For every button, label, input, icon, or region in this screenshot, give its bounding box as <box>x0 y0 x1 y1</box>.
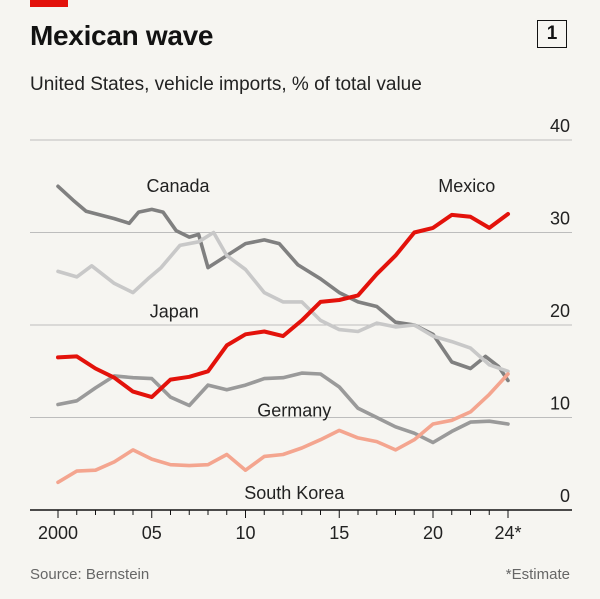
brand-accent-tab <box>30 0 68 7</box>
y-tick-label-20: 20 <box>550 301 570 321</box>
grid-lines <box>30 139 572 418</box>
x-tick-label-15: 15 <box>329 523 349 543</box>
x-tick-label-10: 10 <box>235 523 255 543</box>
japan-label: Japan <box>150 302 199 322</box>
estimate-footnote: *Estimate <box>505 566 570 583</box>
south-korea-label: South Korea <box>244 483 345 503</box>
x-tick-label-24*: 24* <box>494 523 521 543</box>
x-axis: 2000 05 10 15 20 24* <box>30 509 572 543</box>
y-tick-label-30: 30 <box>550 209 570 229</box>
mexico-label: Mexico <box>438 176 495 196</box>
germany-line <box>56 371 510 445</box>
germany-label: Germany <box>257 401 331 421</box>
y-tick-label-10: 10 <box>550 394 570 414</box>
mexico-line <box>56 212 510 400</box>
japan-line <box>56 230 510 374</box>
chart-subtitle: United States, vehicle imports, % of tot… <box>30 74 422 95</box>
chart-number-badge: 1 <box>537 20 567 48</box>
x-tick-label-05: 05 <box>142 523 162 543</box>
canada-label: Canada <box>146 176 210 196</box>
source-note: Source: Bernstein <box>30 566 150 583</box>
canada-line <box>56 184 510 383</box>
y-tick-label-40: 40 <box>550 116 570 136</box>
y-axis-labels: 0 10 20 30 40 <box>550 116 570 506</box>
y-tick-label-0: 0 <box>560 486 570 506</box>
x-tick-label-20: 20 <box>423 523 443 543</box>
south-korea-line <box>56 372 510 485</box>
series-labels: Canada Japan Mexico Germany South Korea <box>146 176 495 503</box>
x-tick-label-2000: 2000 <box>38 523 78 543</box>
chart-title: Mexican wave <box>30 20 214 51</box>
series-lines <box>56 184 510 485</box>
